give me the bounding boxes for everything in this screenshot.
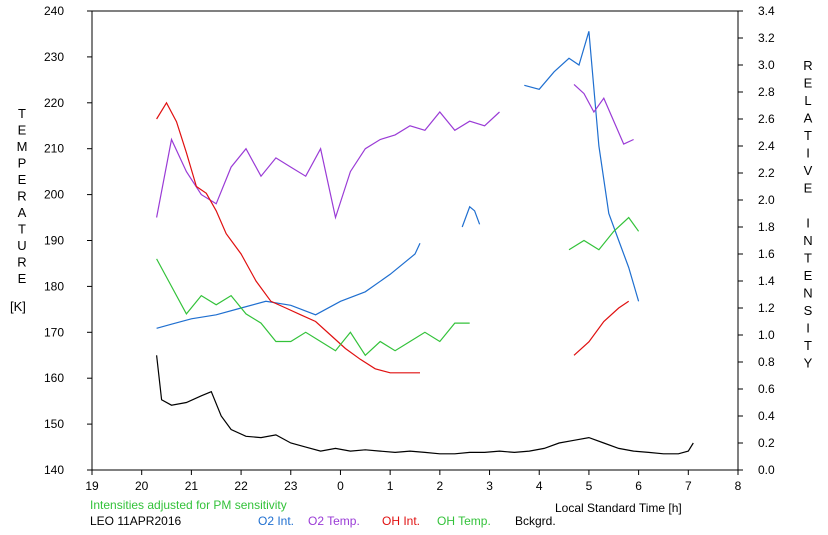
series-line-o2-int--1 (461, 205, 481, 228)
right-axis-label-letter: T (804, 128, 812, 143)
x-tick-label: 23 (284, 479, 298, 493)
y-right-tick-label: 1.4 (758, 274, 775, 288)
x-axis-label: Local Standard Time [h] (555, 501, 682, 515)
left-axis-label-letter: T (18, 106, 26, 121)
y-left-tick-label: 180 (44, 279, 64, 293)
y-right-tick-label: 3.2 (758, 31, 775, 45)
legend-oh-temp: OH Temp. (437, 514, 491, 528)
y-left-tick-label: 160 (44, 371, 64, 385)
left-axis-label-letter: E (18, 123, 27, 138)
series-line-o2-int--2 (524, 31, 640, 302)
x-tick-label: 5 (586, 479, 593, 493)
x-tick-label: 6 (635, 479, 642, 493)
legend-o2-temp: O2 Temp. (308, 514, 360, 528)
legend-oh-int: OH Int. (382, 514, 421, 528)
right-axis-label-letter: I (806, 321, 810, 336)
y-right-tick-label: 0.0 (758, 463, 775, 477)
right-axis-label-letter: I (806, 216, 810, 231)
left-axis-unit: [K] (10, 299, 26, 314)
y-right-tick-label: 1.2 (758, 301, 775, 315)
series-line-oh-temp--8 (568, 216, 640, 251)
right-axis-label-letter: T (804, 338, 812, 353)
y-left-tick-label: 220 (44, 96, 64, 110)
y-right-tick-label: 2.8 (758, 85, 775, 99)
left-axis-label-letter: A (18, 205, 27, 220)
y-right-tick-label: 2.6 (758, 112, 775, 126)
series-line-o2-temp--4 (573, 83, 634, 145)
y-right-tick-label: 1.6 (758, 247, 775, 261)
x-tick-label: 3 (486, 479, 493, 493)
y-right-tick-label: 3.4 (758, 4, 775, 18)
station-date-caption: LEO 11APR2016 (90, 514, 182, 528)
x-tick-label: 20 (135, 479, 149, 493)
x-tick-label: 0 (337, 479, 344, 493)
left-axis-label-letter: P (18, 156, 27, 171)
left-axis-label-letter: E (18, 172, 27, 187)
x-tick-label: 19 (85, 479, 99, 493)
left-axis-label-letter: R (17, 189, 26, 204)
x-tick-label: 7 (685, 479, 692, 493)
note-caption: Intensities adjusted for PM sensitivity (90, 498, 287, 512)
y-left-tick-label: 210 (44, 142, 64, 156)
right-axis-label-letter: E (804, 76, 813, 91)
series-line-oh-int--6 (573, 300, 630, 356)
x-tick-label: 4 (536, 479, 543, 493)
legend-o2-int: O2 Int. (258, 514, 295, 528)
series-line-bckgrd--9 (156, 355, 694, 455)
y-left-tick-label: 170 (44, 325, 64, 339)
right-axis-label-letter: E (804, 268, 813, 283)
x-tick-label: 2 (437, 479, 444, 493)
left-axis-label-letter: M (17, 139, 28, 154)
right-axis-label-letter: E (804, 181, 813, 196)
y-left-tick-label: 200 (44, 188, 64, 202)
x-tick-label: 8 (735, 479, 742, 493)
x-tick-label: 22 (234, 479, 248, 493)
right-axis-label-letter: L (804, 93, 811, 108)
left-axis-label-letter: E (18, 271, 27, 286)
right-axis-label-letter: S (804, 303, 813, 318)
x-tick-label: 21 (185, 479, 199, 493)
series-line-oh-int--5 (156, 101, 420, 374)
series-line-o2-temp--3 (156, 111, 500, 220)
right-axis-label-letter: V (804, 163, 813, 178)
right-axis-label-letter: R (803, 58, 812, 73)
y-right-tick-label: 2.0 (758, 193, 775, 207)
left-axis-label-letter: R (17, 255, 26, 270)
right-axis-label-letter: Y (804, 356, 813, 371)
y-left-tick-label: 240 (44, 4, 64, 18)
series-line-o2-int--0 (156, 242, 421, 329)
right-axis-label-letter: A (804, 111, 813, 126)
y-right-tick-label: 0.2 (758, 436, 775, 450)
right-axis-label-letter: N (803, 286, 812, 301)
y-right-tick-label: 1.0 (758, 328, 775, 342)
x-tick-label: 1 (387, 479, 394, 493)
left-axis-label-letter: T (18, 222, 26, 237)
y-right-tick-label: 0.4 (758, 409, 775, 423)
left-axis-label-letter: U (17, 238, 26, 253)
right-axis-label-letter: T (804, 251, 812, 266)
y-right-tick-label: 0.6 (758, 382, 775, 396)
y-right-tick-label: 2.4 (758, 139, 775, 153)
right-axis-label-letter: I (806, 146, 810, 161)
y-left-tick-label: 190 (44, 234, 64, 248)
series-line-oh-temp--7 (156, 258, 470, 357)
y-right-tick-label: 3.0 (758, 58, 775, 72)
y-left-tick-label: 150 (44, 417, 64, 431)
legend-bckgrd: Bckgrd. (515, 514, 556, 528)
y-right-tick-label: 1.8 (758, 220, 775, 234)
y-left-tick-label: 230 (44, 50, 64, 64)
right-axis-label-letter: N (803, 233, 812, 248)
y-right-tick-label: 2.2 (758, 166, 775, 180)
y-right-tick-label: 0.8 (758, 355, 775, 369)
y-left-tick-label: 140 (44, 463, 64, 477)
